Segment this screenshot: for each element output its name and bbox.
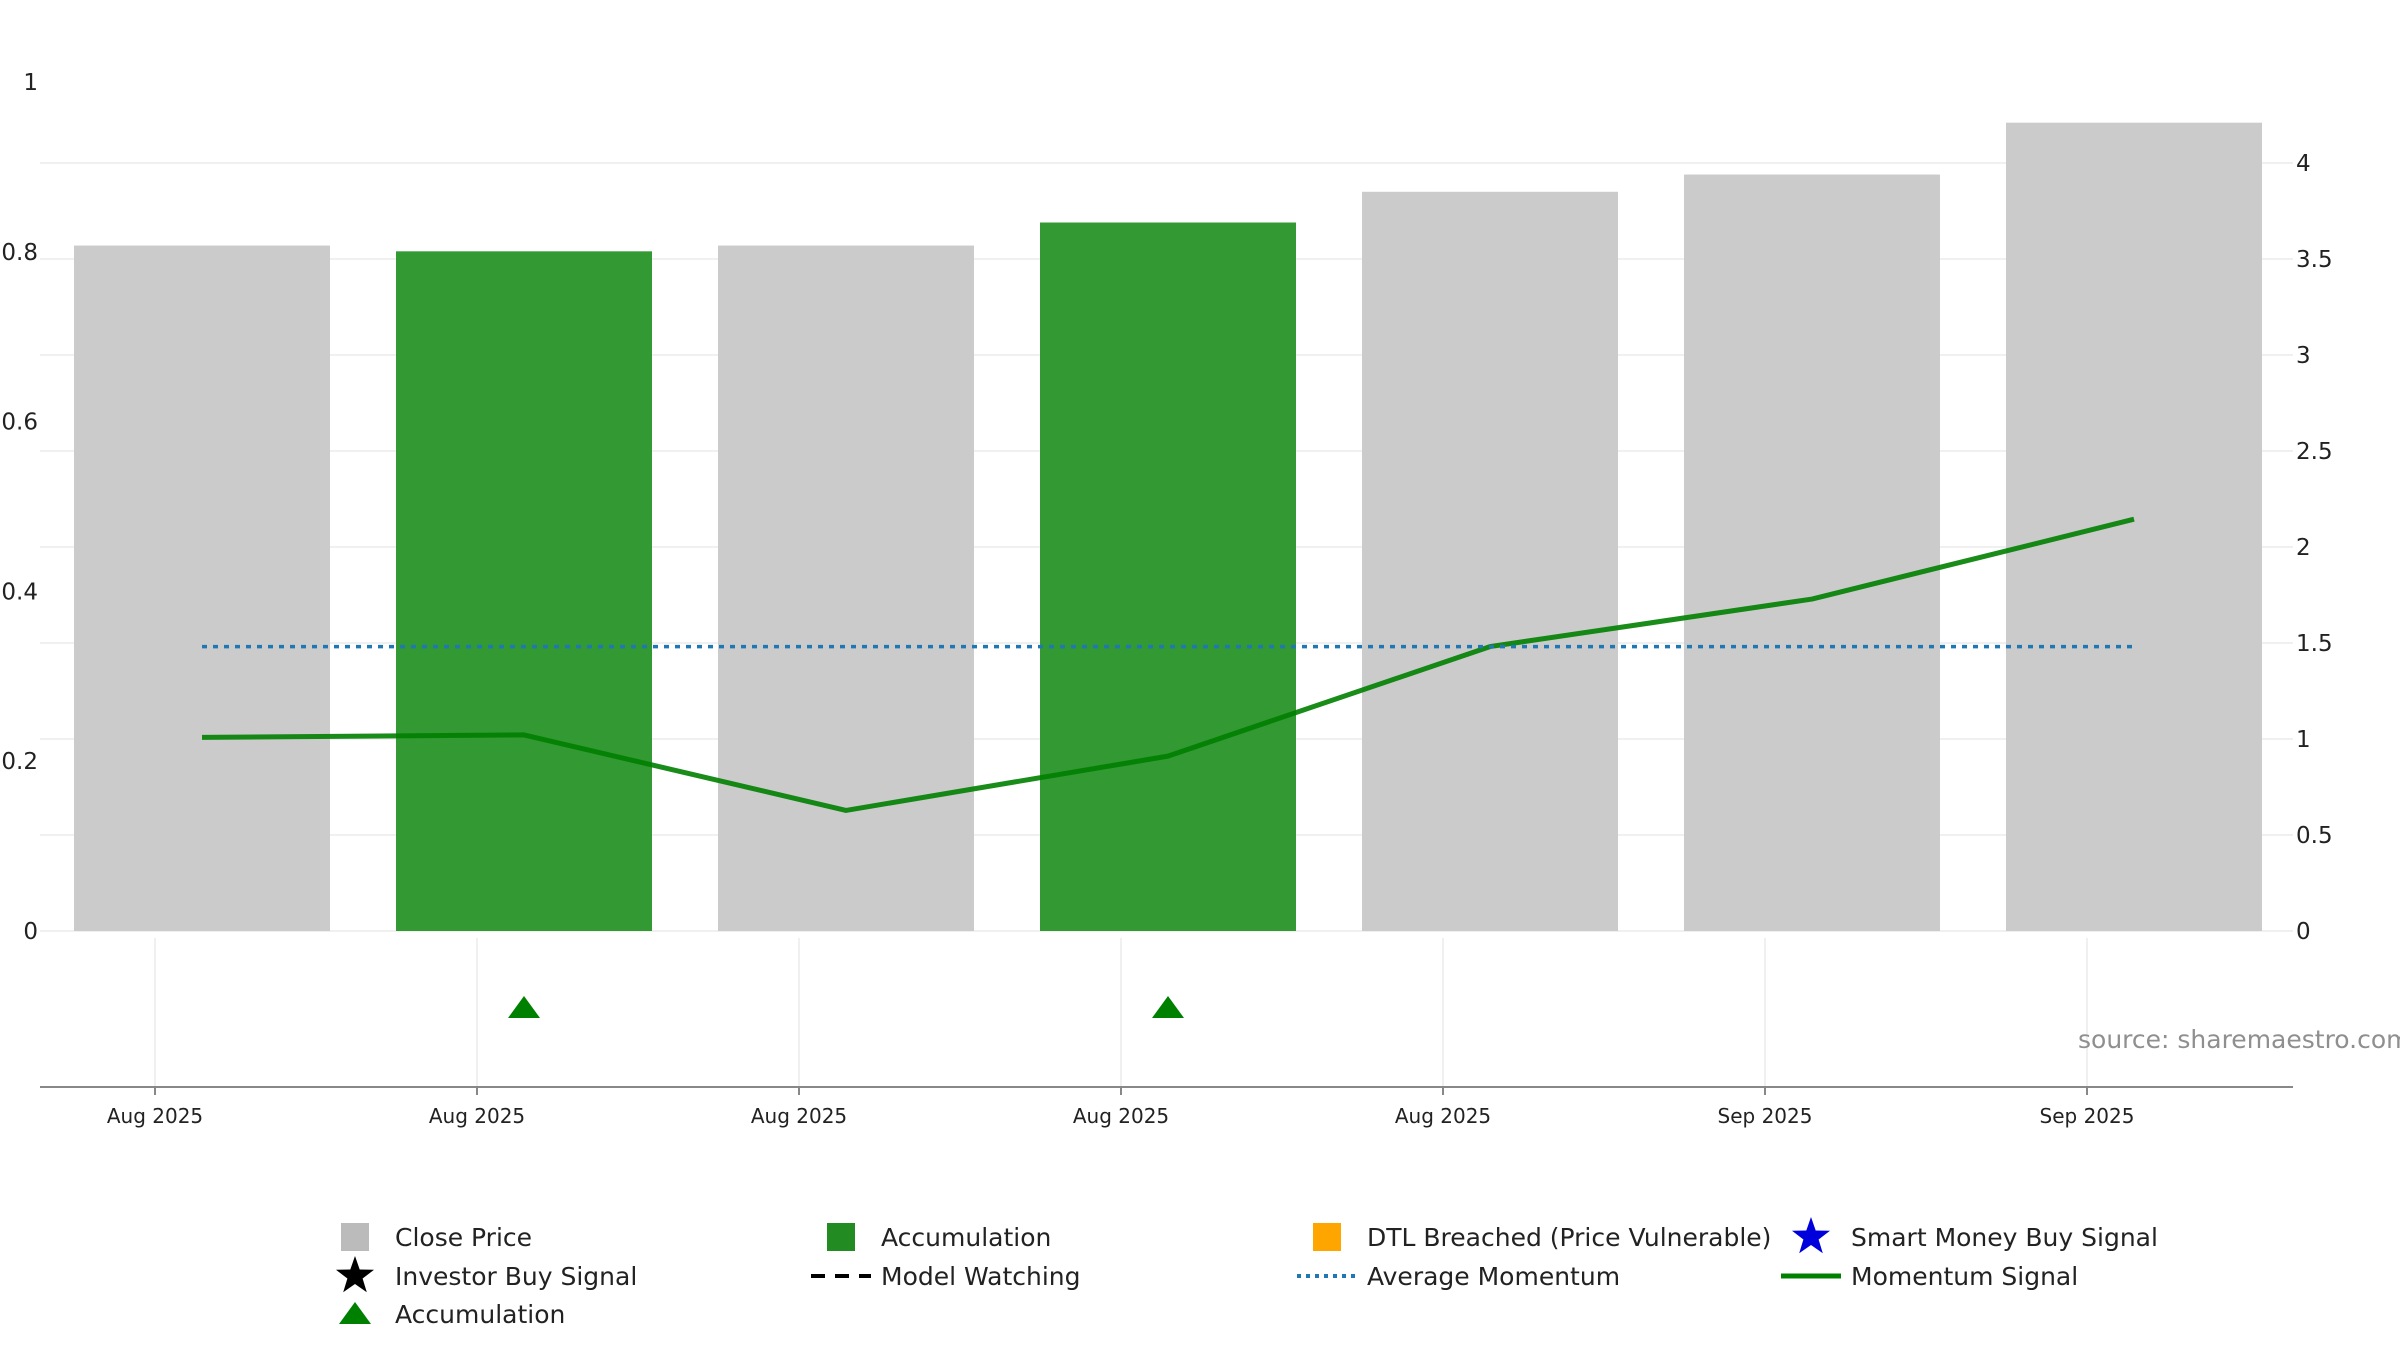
legend-item: Momentum Signal xyxy=(1781,1262,2078,1291)
x-axis: Aug 2025 Aug 2025 Aug 2025 Aug 2025 Aug 2025… xyxy=(40,1086,2293,1128)
legend-label: DTL Breached (Price Vulnerable) xyxy=(1367,1223,1771,1252)
y-tick-left: 1 xyxy=(23,70,38,96)
legend-item: DTL Breached (Price Vulnerable) xyxy=(1313,1223,1771,1252)
legend-square-icon xyxy=(1313,1223,1341,1251)
legend-item: Investor Buy Signal xyxy=(336,1256,637,1293)
legend-item: Average Momentum xyxy=(1297,1262,1620,1291)
legend-label: Average Momentum xyxy=(1367,1262,1620,1291)
x-tick-label: Sep 2025 xyxy=(1718,1104,1813,1128)
close-price-bar xyxy=(718,245,974,931)
x-tick-label: Aug 2025 xyxy=(1073,1104,1169,1128)
y-tick-left: 0.2 xyxy=(1,749,38,775)
legend-label: Close Price xyxy=(395,1223,532,1252)
close-price-bar xyxy=(2006,122,2262,932)
y-tick-right: 3 xyxy=(2296,343,2311,369)
legend-star-icon xyxy=(336,1256,374,1293)
close-price-bar xyxy=(1684,174,1940,931)
y-axis-right: 0 0.5 1 1.5 2 2.5 3 3.5 4 xyxy=(2296,151,2333,945)
y-tick-right: 2 xyxy=(2296,535,2311,561)
y-tick-left: 0.4 xyxy=(1,579,38,605)
legend-square-icon xyxy=(827,1223,855,1251)
momentum-signal-line xyxy=(201,516,2135,813)
legend-star-icon xyxy=(1792,1217,1830,1254)
y-tick-left: 0.6 xyxy=(1,410,38,436)
legend-label: Momentum Signal xyxy=(1851,1262,2078,1291)
legend-triangle-icon xyxy=(339,1302,371,1324)
x-tick-label: Aug 2025 xyxy=(751,1104,847,1128)
y-tick-right: 3.5 xyxy=(2296,247,2333,273)
x-tick-label: Aug 2025 xyxy=(1395,1104,1491,1128)
legend-item: Model Watching xyxy=(811,1262,1081,1291)
y-tick-right: 0.5 xyxy=(2296,823,2333,849)
y-tick-left: 0.8 xyxy=(1,240,38,266)
signal-panel xyxy=(508,996,1184,1018)
x-tick-label: Sep 2025 xyxy=(2040,1104,2135,1128)
y-tick-right: 0 xyxy=(2296,919,2311,945)
legend-label: Smart Money Buy Signal xyxy=(1851,1223,2158,1252)
accumulation-marker xyxy=(508,996,540,1018)
legend-label: Investor Buy Signal xyxy=(395,1262,637,1291)
close-price-bar xyxy=(1040,222,1296,931)
y-tick-right: 1.5 xyxy=(2296,631,2333,657)
legend-label: Model Watching xyxy=(881,1262,1081,1291)
y-tick-right: 1 xyxy=(2296,727,2311,753)
line-series xyxy=(201,516,2135,813)
bar-series xyxy=(74,122,2262,932)
close-price-bar xyxy=(74,245,330,931)
legend-item: Close Price xyxy=(341,1223,532,1252)
x-tick-label: Aug 2025 xyxy=(107,1104,203,1128)
legend-item: Accumulation xyxy=(827,1223,1051,1252)
y-tick-right: 2.5 xyxy=(2296,439,2333,465)
legend-label: Accumulation xyxy=(881,1223,1051,1252)
y-axis-left: 0 0.2 0.4 0.6 0.8 1 xyxy=(1,70,38,945)
y-tick-left: 0 xyxy=(23,919,38,945)
accumulation-marker xyxy=(1152,996,1184,1018)
legend-label: Accumulation xyxy=(395,1300,565,1329)
legend-item: Smart Money Buy Signal xyxy=(1792,1217,2158,1254)
legend-item: Accumulation xyxy=(339,1300,565,1329)
close-price-bar xyxy=(1362,191,1618,932)
y-tick-right: 4 xyxy=(2296,151,2311,177)
source-label: source: sharemaestro.com xyxy=(2078,1025,2400,1054)
legend: Close Price Accumulation DTL Breached (Pri… xyxy=(336,1217,2158,1329)
close-price-bar xyxy=(396,251,652,931)
x-tick-label: Aug 2025 xyxy=(429,1104,525,1128)
legend-square-icon xyxy=(341,1223,369,1251)
